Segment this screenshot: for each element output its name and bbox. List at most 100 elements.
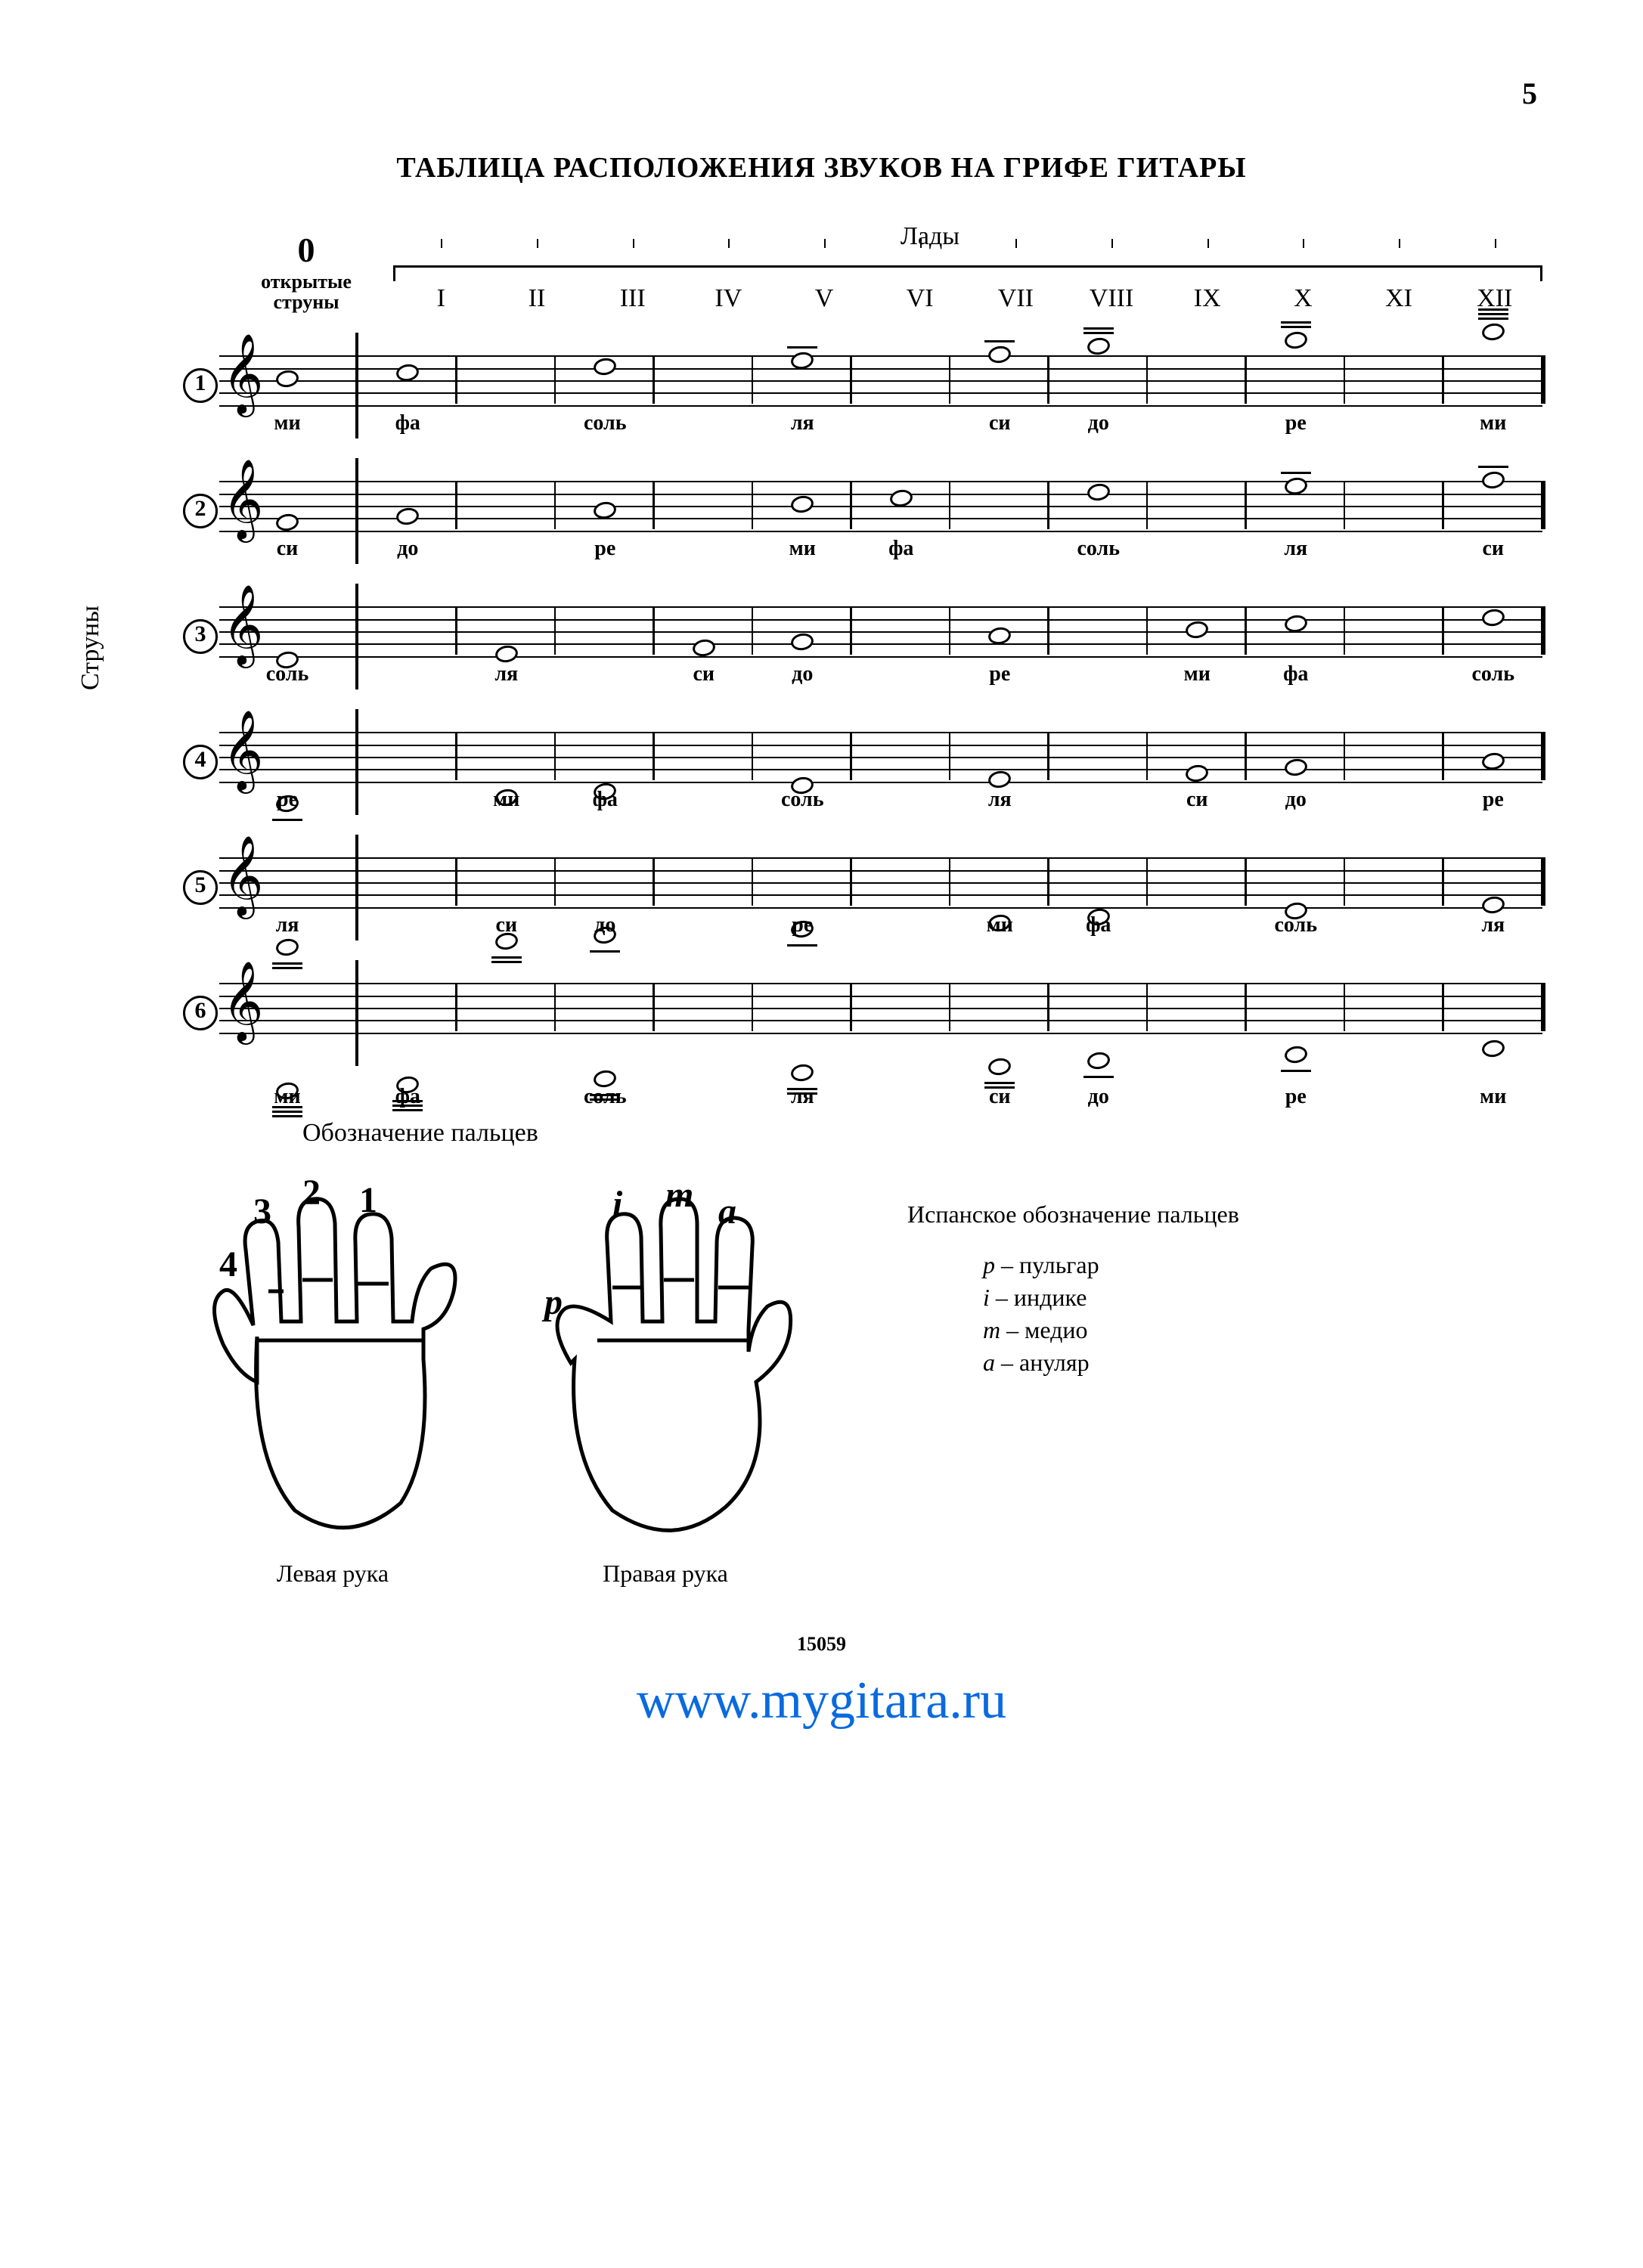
note-label: фа xyxy=(1086,913,1111,937)
note-label: ре xyxy=(594,537,615,561)
note-label: ля xyxy=(988,788,1012,812)
spanish-heading: Испанское обозначение пальцев xyxy=(907,1201,1239,1228)
note-label: ми xyxy=(274,1085,300,1109)
frets-label: Лады xyxy=(901,222,959,251)
spanish-item: i – индике xyxy=(983,1284,1239,1312)
note-label: фа xyxy=(395,1085,420,1109)
fret-numeral: X xyxy=(1255,284,1351,313)
right-hand-caption: Правая рука xyxy=(529,1560,801,1588)
note-label: ля xyxy=(1284,537,1307,561)
note-head xyxy=(1285,758,1307,780)
fret-numeral: XI xyxy=(1351,284,1447,313)
note-label: ре xyxy=(1483,788,1504,812)
fret-numeral: IV xyxy=(680,284,777,313)
note-label: соль xyxy=(584,1085,627,1109)
open-strings-l1: открытые xyxy=(261,271,352,293)
note-head xyxy=(396,363,419,386)
note-head xyxy=(1281,319,1311,353)
note-label: си xyxy=(989,411,1011,435)
note-head xyxy=(396,507,419,529)
string-row: 6𝄞мифасольлясидореми xyxy=(181,960,1542,1066)
left-finger-1: 1 xyxy=(359,1180,377,1220)
left-finger-4: 4 xyxy=(219,1244,237,1284)
note-head xyxy=(1087,482,1110,505)
note-head xyxy=(984,338,1015,367)
note-label: фа xyxy=(1283,662,1308,686)
string-number: 1 xyxy=(181,333,219,438)
note-head xyxy=(1482,608,1505,631)
note-label: ми xyxy=(789,537,816,561)
fret-numeral: VIII xyxy=(1064,284,1160,313)
open-strings-l2: струны xyxy=(273,291,339,313)
note-label: си xyxy=(1482,537,1504,561)
note-label: соль xyxy=(1274,913,1317,937)
note-label: ре xyxy=(1285,1085,1307,1109)
note-label: соль xyxy=(1077,537,1120,561)
string-row: 4𝄞ремифасольлясидоре xyxy=(181,709,1542,815)
spanish-item: m – медио xyxy=(983,1316,1239,1344)
fret-numeral: VII xyxy=(968,284,1064,313)
note-label: ре xyxy=(792,913,813,937)
spanish-item: p – пульгар xyxy=(983,1251,1239,1279)
spanish-item: a – ануляр xyxy=(983,1349,1239,1377)
note-label: ля xyxy=(791,1085,814,1109)
zero-label: 0 xyxy=(219,230,393,270)
note-label: ми xyxy=(1480,1085,1506,1109)
fret-numeral: IX xyxy=(1159,284,1255,313)
note-head xyxy=(1186,764,1208,786)
page-number: 5 xyxy=(1522,76,1537,111)
note-label: до xyxy=(397,537,418,561)
note-head xyxy=(1083,325,1114,359)
string-number: 3 xyxy=(181,584,219,689)
left-finger-2: 2 xyxy=(302,1173,321,1213)
note-label: ля xyxy=(276,913,299,937)
string-row: 1𝄞мифасольлясидореми xyxy=(181,333,1542,438)
fretboard-chart: Струны Лады 0 открытые струны IIIIIIIVVV… xyxy=(181,230,1542,1066)
chart-header: 0 открытые струны IIIIIIIVVVIVIIVIIIIXXX… xyxy=(181,230,1542,313)
hands-diagram: 4 3 2 1 Левая рука p i m a Правая рука И… xyxy=(197,1170,1567,1588)
note-label: ре xyxy=(989,662,1010,686)
note-head xyxy=(1482,1039,1505,1061)
note-label: соль xyxy=(1471,662,1514,686)
note-label: до xyxy=(1088,411,1109,435)
page-title: ТАБЛИЦА РАСПОЛОЖЕНИЯ ЗВУКОВ НА ГРИФЕ ГИТ… xyxy=(76,151,1567,184)
note-label: ля xyxy=(791,411,814,435)
note-label: ми xyxy=(274,411,300,435)
note-label: си xyxy=(495,913,517,937)
left-finger-3: 3 xyxy=(253,1191,271,1232)
note-label: соль xyxy=(266,662,309,686)
note-label: до xyxy=(792,662,813,686)
note-label: фа xyxy=(593,788,618,812)
note-head xyxy=(1186,620,1208,643)
note-head xyxy=(276,513,299,535)
note-label: до xyxy=(1285,788,1307,812)
note-label: фа xyxy=(888,537,913,561)
string-number: 6 xyxy=(181,960,219,1066)
string-number: 5 xyxy=(181,835,219,940)
note-label: до xyxy=(1088,1085,1109,1109)
right-thumb-p: p xyxy=(541,1282,563,1322)
footer-number: 15059 xyxy=(76,1633,1567,1656)
note-label: ми xyxy=(1184,662,1211,686)
string-row: 3𝄞сольлясидоремифасоль xyxy=(181,584,1542,689)
fret-numeral: VI xyxy=(872,284,968,313)
note-head xyxy=(1478,463,1508,493)
string-row: 2𝄞сидоремифасольляси xyxy=(181,458,1542,564)
note-head xyxy=(791,494,814,517)
string-number: 4 xyxy=(181,709,219,815)
note-label: ми xyxy=(493,788,519,812)
note-label: си xyxy=(693,662,715,686)
note-head xyxy=(594,357,616,380)
note-head xyxy=(594,500,616,523)
note-label: ми xyxy=(987,913,1013,937)
note-head xyxy=(1281,1045,1311,1074)
note-head xyxy=(988,626,1011,649)
note-head xyxy=(787,344,817,373)
fret-numeral: III xyxy=(584,284,680,313)
note-label: фа xyxy=(395,411,420,435)
note-head xyxy=(693,638,715,661)
note-head xyxy=(1478,306,1508,345)
note-label: ми xyxy=(1480,411,1506,435)
note-label: соль xyxy=(781,788,824,812)
strings-sidelabel: Струны xyxy=(76,606,105,690)
